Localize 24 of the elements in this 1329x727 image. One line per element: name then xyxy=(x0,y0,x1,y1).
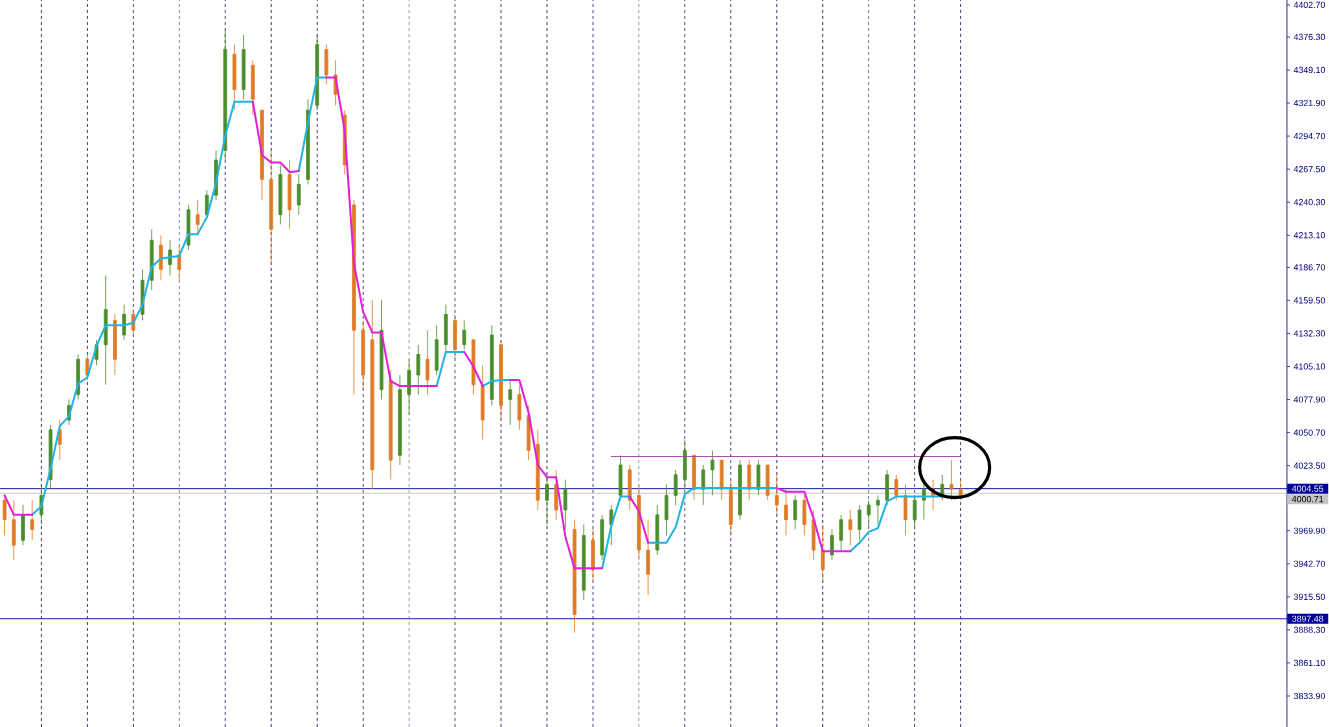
y-tick-label: 3861.10 xyxy=(1293,659,1325,667)
y-tick-label: 3942.70 xyxy=(1293,560,1325,567)
y-tick-label: 4105.10 xyxy=(1293,363,1325,370)
y-tick-label: 4349.10 xyxy=(1293,66,1325,74)
y-tick-label: 4321.90 xyxy=(1293,99,1325,107)
y-tick-label: 4023.50 xyxy=(1293,462,1325,469)
y-tick-label: 3915.50 xyxy=(1293,593,1325,600)
y-tick-label: 4159.50 xyxy=(1293,297,1325,304)
y-tick-label: 4213.10 xyxy=(1293,232,1325,239)
y-tick-label: 4267.50 xyxy=(1293,166,1325,173)
y-tick-label: 4376.30 xyxy=(1293,33,1325,41)
y-tick-label: 4077.90 xyxy=(1293,396,1325,403)
y-tick-label: 4294.70 xyxy=(1293,132,1325,140)
y-tick-label: 4050.70 xyxy=(1293,429,1325,436)
y-tick-label: 4240.30 xyxy=(1293,199,1325,206)
y-tick-label: 3969.90 xyxy=(1293,527,1325,534)
y-tick-label: 3888.30 xyxy=(1293,626,1325,634)
ref-line-label: 4004.55 xyxy=(1292,485,1324,492)
y-tick-label: 3833.90 xyxy=(1293,692,1325,700)
y-tick-label: 4186.70 xyxy=(1293,264,1325,271)
ref-line-label: 4000.71 xyxy=(1292,496,1324,503)
y-tick-label: 4132.30 xyxy=(1293,330,1325,337)
ref-line-label: 3897.48 xyxy=(1292,615,1324,622)
y-tick-label: 4402.70 xyxy=(1293,1,1325,8)
